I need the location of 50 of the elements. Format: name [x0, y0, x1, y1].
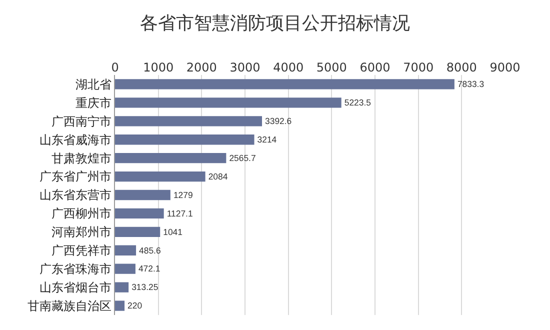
x-tick-label: 0: [111, 60, 119, 75]
y-tick-label: 甘南藏族自治区: [28, 298, 112, 313]
y-tick-label: 广东省广州市: [40, 170, 112, 184]
bar: [115, 153, 226, 164]
chart-title: 各省市智慧消防项目公开招标情况: [140, 13, 410, 34]
data-label: 220: [128, 300, 142, 311]
data-label: 1279: [173, 190, 193, 200]
bar: [115, 79, 454, 90]
y-tick-label: 广西凭祥市: [52, 244, 112, 258]
y-tick-label: 重庆市: [76, 96, 112, 110]
y-tick-label: 山东省威海市: [40, 132, 112, 147]
y-tick-label: 广西柳州市: [52, 206, 112, 221]
x-tick-label: 3000: [230, 60, 260, 75]
y-tick-label: 甘肃敦煌市: [52, 151, 112, 166]
x-tick-label: 8000: [446, 60, 477, 75]
bar: [115, 282, 129, 292]
data-label: 472.1: [138, 264, 160, 274]
y-tick-label: 山东省烟台市: [40, 280, 112, 295]
bar: [115, 264, 136, 274]
data-label: 485.6: [139, 245, 161, 256]
bar: [115, 245, 136, 256]
x-tick-label: 6000: [360, 60, 390, 75]
data-label: 3214: [257, 134, 277, 145]
bar: [115, 300, 125, 311]
x-tick-label: 1000: [143, 60, 174, 75]
bar: [115, 190, 170, 200]
x-tick-label: 4000: [273, 60, 304, 75]
bar: [115, 208, 164, 219]
bar: [115, 116, 262, 126]
y-tick-label: 湖北省: [76, 77, 112, 92]
bar: [115, 171, 206, 182]
y-tick-label: 山东省东营市: [40, 188, 112, 202]
data-label: 2084: [208, 171, 228, 182]
data-label: 1041: [163, 226, 183, 237]
data-label: 313.25: [132, 282, 158, 292]
x-tick-label: 5000: [316, 60, 347, 75]
x-tick-label: 9000: [490, 60, 520, 75]
x-tick-label: 7000: [403, 60, 434, 75]
y-tick-label: 广东省珠海市: [40, 262, 112, 276]
data-label: 3392.6: [265, 116, 292, 126]
data-label: 5223.5: [344, 98, 372, 108]
y-tick-label: 河南郑州市: [52, 225, 112, 240]
bar: [115, 226, 160, 237]
data-label: 2565.7: [229, 152, 256, 163]
y-tick-label: 广西南宁市: [52, 114, 112, 128]
x-tick-label: 2000: [186, 60, 217, 75]
data-label: 1127.1: [166, 208, 193, 218]
data-label: 7833.3: [457, 79, 484, 90]
bar: [115, 134, 254, 145]
bar: [115, 98, 342, 108]
